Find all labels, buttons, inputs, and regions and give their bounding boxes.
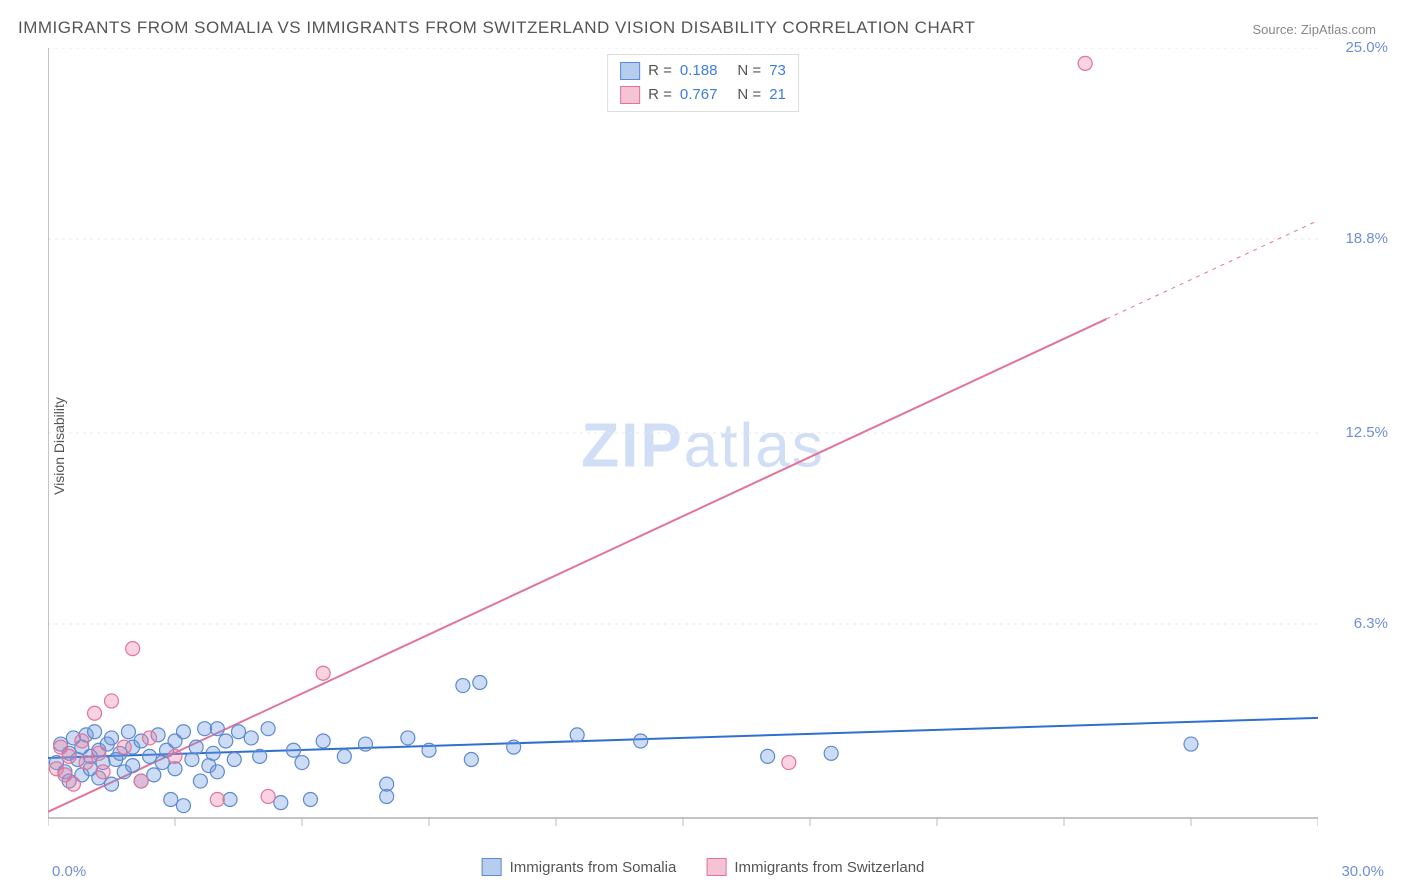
stat-r-val: 0.767 [680, 83, 718, 107]
stat-r-key: R = [648, 83, 672, 107]
stats-row: R = 0.188 N = 73 [620, 59, 786, 83]
source-attribution: Source: ZipAtlas.com [1252, 22, 1376, 37]
stat-r-val: 0.188 [680, 59, 718, 83]
stat-n-val: 21 [769, 83, 786, 107]
legend-swatch [706, 858, 726, 876]
y-tick-label: 12.5% [1345, 424, 1388, 441]
series-legend: Immigrants from Somalia Immigrants from S… [482, 858, 925, 876]
legend-item: Immigrants from Somalia [482, 858, 677, 876]
legend-swatch [620, 62, 640, 80]
stat-n-key: N = [737, 59, 761, 83]
y-tick-label: 6.3% [1354, 615, 1388, 632]
x-axis-max-label: 30.0% [1341, 863, 1384, 880]
scatter-chart [48, 48, 1318, 838]
y-tick-label: 25.0% [1345, 39, 1388, 56]
legend-swatch [482, 858, 502, 876]
stats-legend: R = 0.188 N = 73 R = 0.767 N = 21 [607, 54, 799, 112]
legend-item: Immigrants from Switzerland [706, 858, 924, 876]
legend-swatch [620, 86, 640, 104]
stat-n-val: 73 [769, 59, 786, 83]
y-tick-label: 18.8% [1345, 230, 1388, 247]
chart-title: IMMIGRANTS FROM SOMALIA VS IMMIGRANTS FR… [18, 18, 975, 38]
stats-row: R = 0.767 N = 21 [620, 83, 786, 107]
x-axis-min-label: 0.0% [52, 863, 86, 880]
legend-label: Immigrants from Somalia [510, 859, 677, 876]
legend-label: Immigrants from Switzerland [734, 859, 924, 876]
plot-area [48, 48, 1318, 838]
stat-r-key: R = [648, 59, 672, 83]
stat-n-key: N = [737, 83, 761, 107]
